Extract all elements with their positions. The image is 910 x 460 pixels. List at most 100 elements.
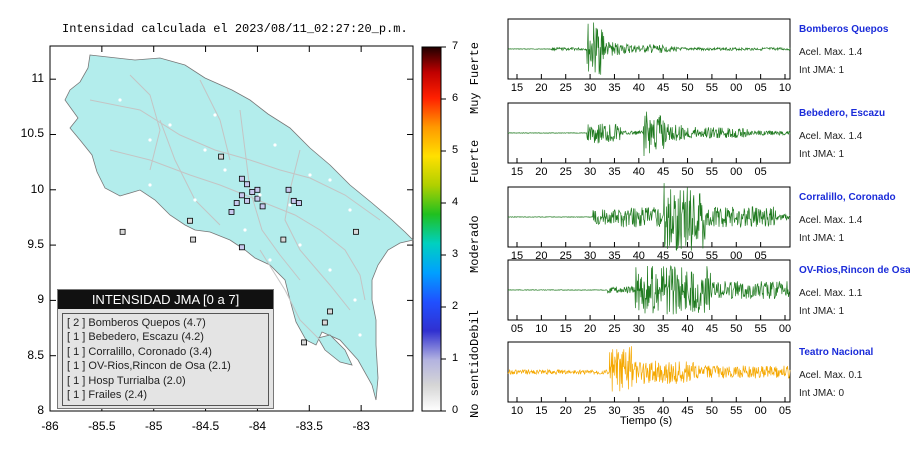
waveform-tick-label: 15 [559,323,572,335]
waveform-tick-label: 40 [632,82,645,94]
station-marker [327,308,333,315]
colorbar-tick-label: 6 [452,92,459,104]
waveform-tick-label: 20 [535,82,548,94]
waveform-tick-label: 50 [730,323,743,335]
station-marker [228,209,235,215]
colorbar-tick-label: 0 [452,404,459,416]
legend-body: [ 2 ] Bomberos Quepos (4.7) [ 1 ] Bebede… [62,313,269,407]
waveform-tick-label: 25 [583,405,597,417]
lat-tick-label: 9.5 [27,237,44,252]
waveform-tick-label: 15 [510,166,524,178]
station-accel: Acel. Max. 1.4 [799,131,863,142]
city-dot [148,183,152,187]
city-dot [258,193,262,197]
station-marker [280,236,287,243]
colorbar-tick-label: 1 [452,352,459,364]
waveform-trace [507,111,791,157]
lon-tick-label: -84 [248,419,267,433]
waveform-tick-label: 35 [608,82,621,94]
waveform-tick-label: 00 [730,82,743,94]
waveform-tick-label: 45 [657,250,670,262]
map-title: Intensidad calculada el 2023/08/11_02:27… [62,22,408,36]
waveform-tick-label: 00 [754,405,767,417]
colorbar-tick-label: 4 [452,196,459,208]
waveform-tick-label: 30 [632,323,645,335]
station-int: Int JMA: 1 [799,65,845,76]
station-marker [238,175,245,182]
city-dot [288,203,292,207]
lat-tick-label: 8 [37,403,44,417]
colorbar-tick-label: 3 [452,248,459,260]
osa-peninsula [317,334,353,366]
lon-tick-label: -86 [41,419,59,433]
waveform-tick-label: 00 [778,323,792,335]
waveform-tick-label: 25 [559,82,572,94]
lon-tick-label: -85 [145,419,163,433]
lat-tick-label: 8.5 [27,347,44,362]
station-name: Bebedero, Escazu [799,108,886,119]
station-marker [254,186,261,193]
station-name: Bomberos Quepos [799,24,889,35]
station-name: Teatro Nacional [799,347,874,358]
station-marker [233,200,240,206]
station-int: Int JMA: 1 [799,149,845,160]
colorbar-word: Moderado [468,215,482,274]
station-name: OV-Rios,Rincon de Osa [799,265,910,276]
city-dot [223,168,227,172]
station-marker [238,244,245,251]
city-dot [273,143,277,147]
station-marker [190,236,197,243]
station-int: Int JMA: 0 [799,388,845,399]
waveform-tick-label: 00 [730,250,743,262]
waveform-tick-label: 45 [705,323,719,335]
colorbar-tick-label: 5 [452,144,459,156]
lat-tick-label: 11 [31,71,44,86]
lat-tick-label: 10 [30,181,44,196]
colorbar-word: Fuerte [468,139,482,183]
waveform-tick-label: 50 [681,166,694,178]
lon-tick-label: -84.5 [191,419,220,433]
colorbar-tick-label: 7 [452,40,459,52]
lon-tick-label: -85.5 [88,419,116,433]
station-name: Corralillo, Coronado [799,192,896,203]
legend-entry: [ 1 ] Bebedero, Escazu (4.2) [67,331,204,344]
waveform-tick-label: 20 [559,405,572,417]
city-dot [353,298,357,302]
waveform-tick-label: 30 [608,405,621,417]
legend-entry: [ 1 ] OV-Rios,Rincon de Osa (2.1) [67,360,231,373]
station-accel: Acel. Max. 1.4 [799,47,863,58]
waveform-tick-label: 55 [705,250,719,262]
colorbar [421,46,442,412]
map-axes [49,46,413,412]
waveform-tick-label: 10 [535,323,548,335]
station-marker [353,228,359,235]
waveform-xlabel: Tiempo (s) [620,415,673,427]
station-marker [238,192,245,199]
waveform-tick-label: 35 [608,250,621,262]
waveform-tick-label: 40 [632,250,645,262]
waveform-trace [507,346,791,392]
waveform-tick-label: 50 [681,82,694,94]
station-marker [218,153,225,160]
waveform-trace [507,183,791,251]
map-roads [89,74,381,341]
city-dot [348,208,352,212]
waveform-tick-label: 30 [583,250,597,262]
waveform-tick-label: 10 [510,405,524,417]
lon-tick-label: -83 [352,419,370,433]
waveform-tick-label: 05 [754,250,767,262]
colorbar-word: Debil [468,309,482,346]
waveform-tick-label: 15 [510,250,524,262]
waveform-tick-label: 50 [681,250,694,262]
waveform-tick-label: 45 [657,166,670,178]
waveform-tick-label: 25 [559,166,572,178]
waveform-tick-label: 15 [535,405,548,417]
map-stations [118,98,362,346]
station-marker [119,228,126,235]
lat-tick-label: 9 [37,292,44,307]
waveform-tick-label: 05 [754,166,767,178]
city-dot [118,98,122,102]
waveform-tick-label: 05 [510,323,524,335]
city-dot [308,173,312,177]
waveform-tick-label: 00 [730,166,743,178]
